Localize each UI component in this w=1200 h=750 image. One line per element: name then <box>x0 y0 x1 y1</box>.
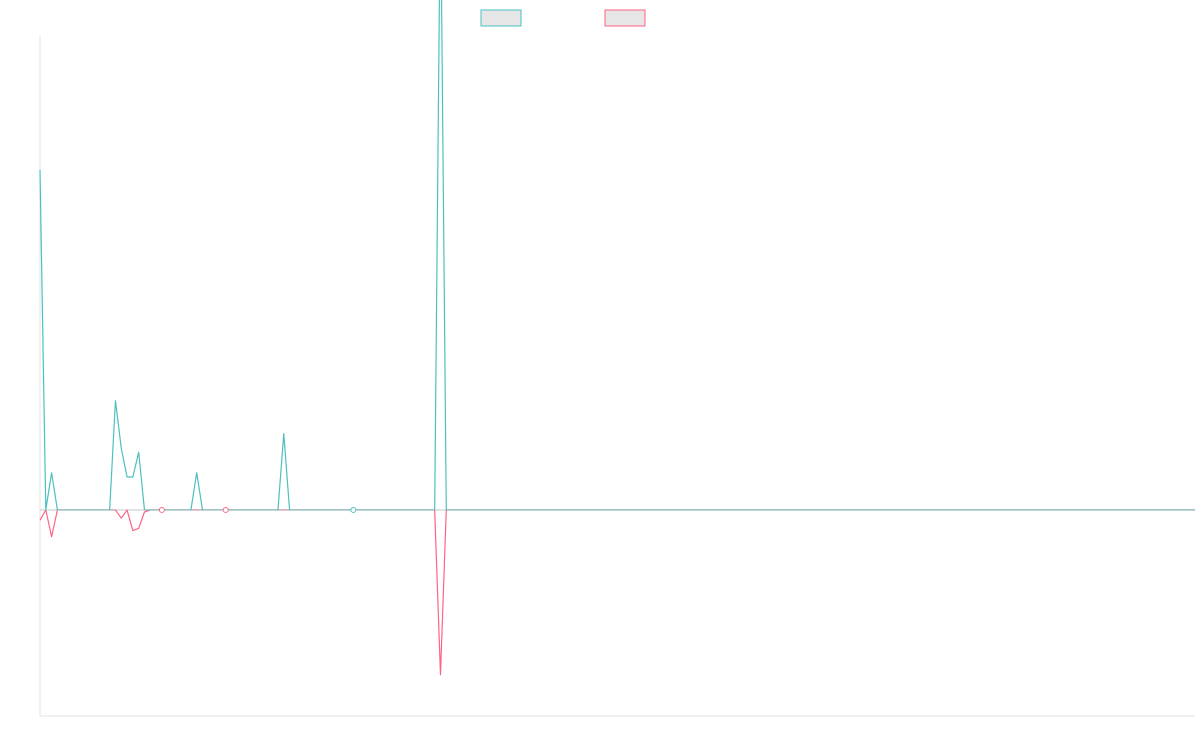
data-point-marker-1[interactable] <box>158 506 165 513</box>
axes <box>39 36 1195 717</box>
series-layer <box>39 0 1195 676</box>
series-line-1 <box>39 0 1195 511</box>
legend <box>480 9 646 27</box>
marker-layer <box>158 506 357 513</box>
series-line-2 <box>39 509 1195 676</box>
data-point-marker-3[interactable] <box>350 506 357 513</box>
data-point-marker-2[interactable] <box>222 506 229 513</box>
legend-swatch-series-2[interactable] <box>604 9 646 27</box>
legend-swatch-series-1[interactable] <box>480 9 522 27</box>
